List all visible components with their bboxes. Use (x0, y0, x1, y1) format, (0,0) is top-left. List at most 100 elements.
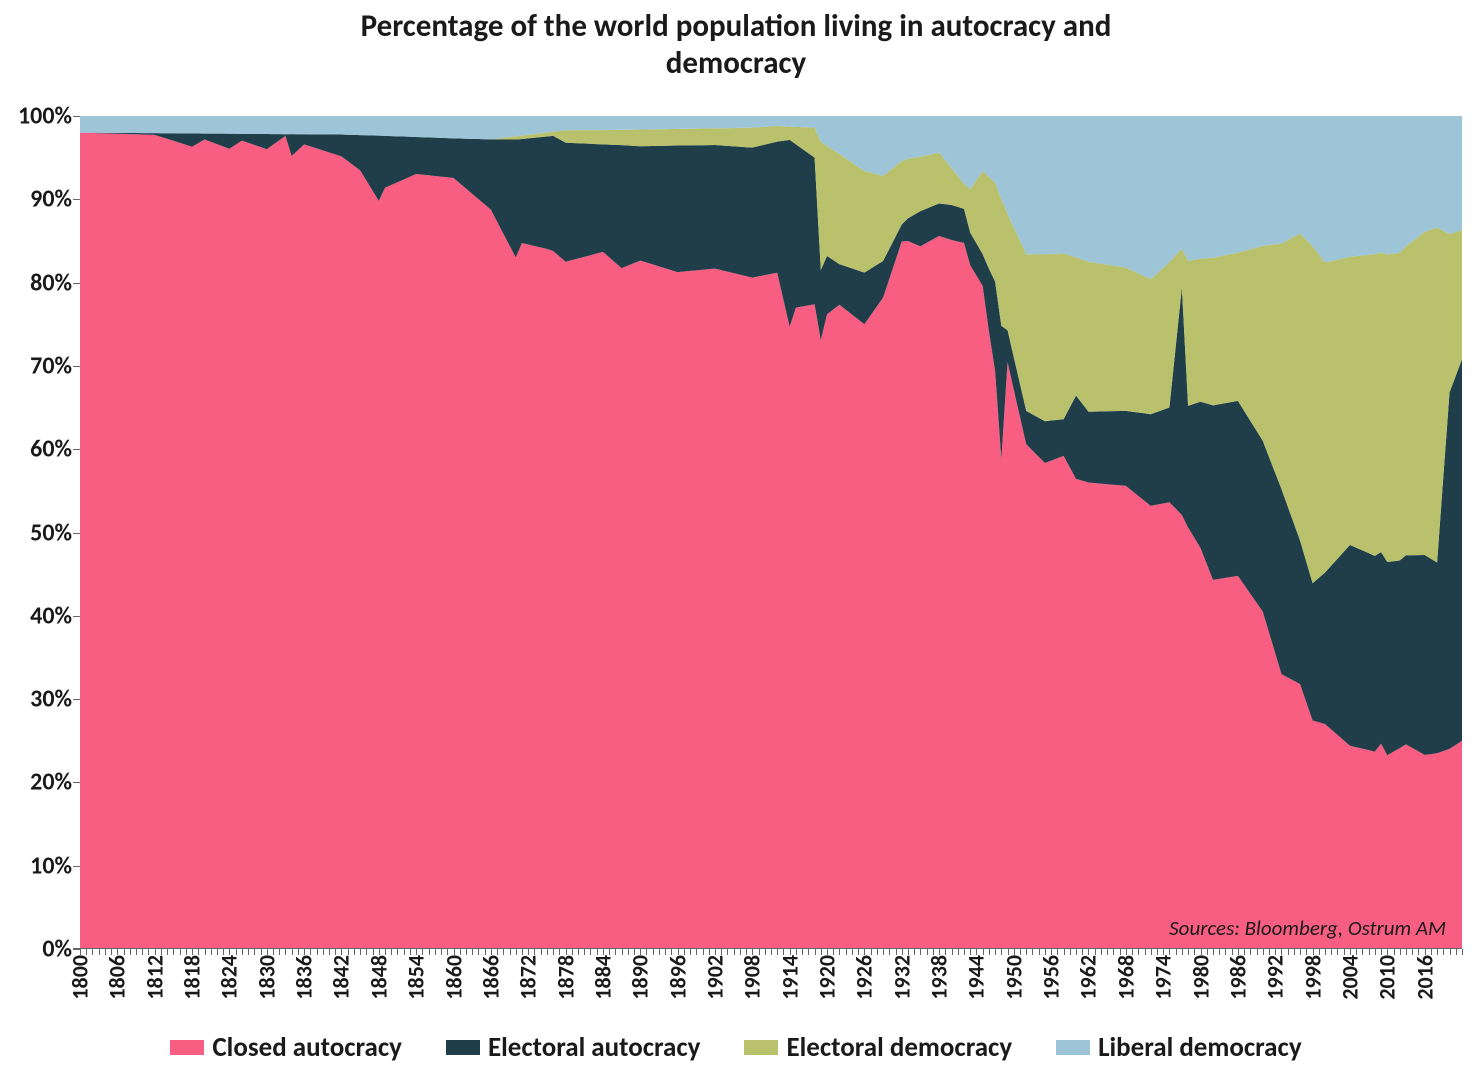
x-tick-mark (908, 949, 909, 955)
legend-item: Closed autocracy (170, 1031, 402, 1064)
x-tick-label: 1800 (67, 949, 94, 1000)
x-tick-label: 1902 (701, 949, 728, 1000)
x-tick-mark (609, 949, 610, 955)
x-tick-mark (1207, 949, 1208, 955)
x-tick-mark (1325, 949, 1326, 955)
x-tick-mark (659, 949, 660, 955)
legend-label: Electoral autocracy (488, 1031, 701, 1064)
x-tick-label: 1878 (552, 949, 579, 1000)
x-tick-mark (584, 949, 585, 955)
x-tick-label: 1812 (141, 949, 168, 1000)
y-tick-label: 50% (30, 518, 80, 547)
x-tick-mark (1394, 949, 1395, 955)
x-tick-mark (248, 949, 249, 955)
x-tick-mark (1456, 949, 1457, 955)
x-tick-mark (1250, 949, 1251, 955)
x-tick-label: 1848 (365, 949, 392, 1000)
x-tick-mark (646, 949, 647, 955)
x-tick-mark (273, 949, 274, 955)
x-tick-mark (727, 949, 728, 955)
x-tick-label: 1914 (776, 949, 803, 1000)
x-tick-label: 1998 (1299, 949, 1326, 1000)
x-tick-mark (1362, 949, 1363, 955)
x-tick-label: 2004 (1336, 949, 1363, 1000)
x-tick-mark (1294, 949, 1295, 955)
x-tick-mark (385, 949, 386, 955)
x-tick-label: 1884 (589, 949, 616, 1000)
x-tick-mark (1057, 949, 1058, 955)
x-axis-line (73, 948, 1462, 949)
x-tick-mark (622, 949, 623, 955)
x-tick-label: 1860 (440, 949, 467, 1000)
x-tick-mark (503, 949, 504, 955)
x-tick-mark (1070, 949, 1071, 955)
x-tick-mark (236, 949, 237, 955)
x-tick-label: 1962 (1075, 949, 1102, 1000)
y-tick-label: 40% (30, 601, 80, 630)
x-tick-mark (310, 949, 311, 955)
x-tick-mark (397, 949, 398, 955)
x-tick-mark (945, 949, 946, 955)
x-tick-mark (1101, 949, 1102, 955)
x-tick-mark (1132, 949, 1133, 955)
x-tick-label: 1938 (926, 949, 953, 1000)
x-tick-mark (422, 949, 423, 955)
x-tick-label: 1974 (1150, 949, 1177, 1000)
x-tick-label: 1842 (328, 949, 355, 1000)
x-tick-label: 1806 (104, 949, 131, 1000)
x-tick-mark (167, 949, 168, 955)
x-tick-mark (1431, 949, 1432, 955)
x-tick-label: 1908 (739, 949, 766, 1000)
x-tick-mark (846, 949, 847, 955)
x-tick-mark (871, 949, 872, 955)
x-tick-mark (1064, 949, 1065, 955)
x-tick-mark (497, 949, 498, 955)
x-tick-label: 2016 (1411, 949, 1438, 1000)
x-tick-mark (796, 949, 797, 955)
y-tick-label: 10% (30, 851, 80, 880)
x-tick-mark (734, 949, 735, 955)
x-tick-mark (1319, 949, 1320, 955)
x-tick-mark (472, 949, 473, 955)
x-tick-mark (99, 949, 100, 955)
x-tick-label: 1992 (1262, 949, 1289, 1000)
x-tick-label: 1818 (179, 949, 206, 1000)
x-tick-mark (1138, 949, 1139, 955)
x-tick-mark (1182, 949, 1183, 955)
x-tick-label: 1926 (851, 949, 878, 1000)
legend: Closed autocracy Electoral autocracy Elect… (0, 1031, 1472, 1064)
legend-item: Electoral autocracy (446, 1031, 701, 1064)
stacked-area-svg (80, 116, 1462, 949)
legend-item: Electoral democracy (744, 1031, 1012, 1064)
x-tick-label: 1896 (664, 949, 691, 1000)
x-tick-mark (802, 949, 803, 955)
x-tick-mark (1257, 949, 1258, 955)
x-tick-mark (205, 949, 206, 955)
x-tick-mark (198, 949, 199, 955)
x-tick-label: 1980 (1187, 949, 1214, 1000)
x-tick-label: 1890 (627, 949, 654, 1000)
legend-item: Liberal democracy (1056, 1031, 1301, 1064)
x-tick-mark (348, 949, 349, 955)
x-tick-label: 1944 (963, 949, 990, 1000)
x-tick-mark (1281, 949, 1282, 955)
x-tick-mark (534, 949, 535, 955)
x-tick-mark (771, 949, 772, 955)
x-tick-mark (696, 949, 697, 955)
x-tick-mark (323, 949, 324, 955)
y-tick-label: 70% (30, 351, 80, 380)
x-tick-mark (615, 949, 616, 955)
x-tick-mark (124, 949, 125, 955)
x-tick-mark (136, 949, 137, 955)
x-tick-label: 1836 (291, 949, 318, 1000)
y-tick-label: 30% (30, 685, 80, 714)
x-tick-mark (1032, 949, 1033, 955)
x-tick-label: 1968 (1112, 949, 1139, 1000)
x-tick-mark (1219, 949, 1220, 955)
x-tick-mark (684, 949, 685, 955)
legend-label: Closed autocracy (212, 1031, 402, 1064)
y-tick-label: 90% (30, 185, 80, 214)
y-tick-label: 80% (30, 268, 80, 297)
x-tick-mark (952, 949, 953, 955)
x-tick-mark (808, 949, 809, 955)
